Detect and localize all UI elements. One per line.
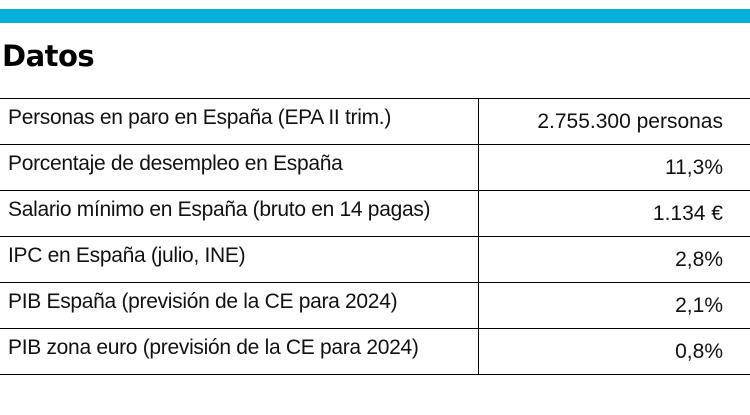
accent-bar [0,9,750,23]
row-label: PIB España (previsión de la CE para 2024… [0,282,479,329]
table-row: Personas en paro en España (EPA II trim.… [0,98,750,145]
row-value: 1.134 € [478,190,750,237]
table-row: Salario mínimo en España (bruto en 14 pa… [0,190,750,237]
row-label: Personas en paro en España (EPA II trim.… [0,98,479,145]
table-row: IPC en España (julio, INE) 2,8% [0,236,750,283]
row-label: PIB zona euro (previsión de la CE para 2… [0,328,479,375]
row-value: 11,3% [478,144,750,191]
row-label: Salario mínimo en España (bruto en 14 pa… [0,190,479,237]
row-value: 2,8% [478,236,750,283]
data-table: Personas en paro en España (EPA II trim.… [0,98,750,375]
table-row: PIB zona euro (previsión de la CE para 2… [0,328,750,375]
table-row: Porcentaje de desempleo en España 11,3% [0,144,750,191]
row-label: IPC en España (julio, INE) [0,236,479,283]
row-value: 0,8% [478,328,750,375]
row-value: 2.755.300 personas [478,98,750,145]
row-value: 2,1% [478,282,750,329]
table-row: PIB España (previsión de la CE para 2024… [0,282,750,329]
row-label: Porcentaje de desempleo en España [0,144,479,191]
page-title: Datos [2,39,95,73]
